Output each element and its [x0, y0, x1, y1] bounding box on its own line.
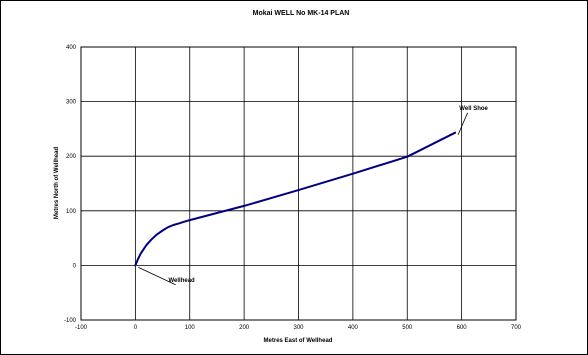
- y-tick-label: 0: [73, 263, 77, 269]
- y-tick-label: 100: [66, 209, 77, 215]
- y-axis-label: Metres North of Wellhead: [54, 147, 60, 220]
- x-tick-label: 400: [348, 325, 359, 331]
- annotations-layer: Well Shoe Wellhead: [138, 106, 489, 286]
- annotation-leader-line: [138, 267, 176, 286]
- x-tick-label: 100: [185, 325, 196, 331]
- tick-labels: -100 0 100 200 300 400 500 600 700 -100 0 100 200 300…: [64, 45, 522, 331]
- annotation-leader-line: [457, 112, 468, 135]
- x-tick-label: 300: [293, 325, 304, 331]
- annotation-label: Wellhead: [168, 278, 195, 284]
- annotation-label: Well Shoe: [459, 106, 488, 112]
- y-tick-label: 400: [66, 45, 77, 51]
- y-tick-label: 300: [66, 100, 77, 106]
- y-tick-label: 200: [66, 154, 77, 160]
- series-layer: [134, 131, 457, 267]
- x-tick-label: -100: [75, 325, 88, 331]
- y-tick-label: -100: [64, 318, 77, 324]
- chart-title: Mokai WELL No MK-14 PLAN: [253, 10, 350, 17]
- x-tick-label: 200: [239, 325, 250, 331]
- x-tick-label: 500: [402, 325, 413, 331]
- well-path-line: [134, 131, 457, 267]
- grid-lines: [81, 47, 516, 320]
- plot-area-border: [80, 46, 517, 321]
- x-tick-label: 600: [457, 325, 468, 331]
- x-axis-label: Metres East of Wellhead: [264, 338, 333, 344]
- x-tick-label: 0: [134, 325, 138, 331]
- x-tick-label: 700: [511, 325, 522, 331]
